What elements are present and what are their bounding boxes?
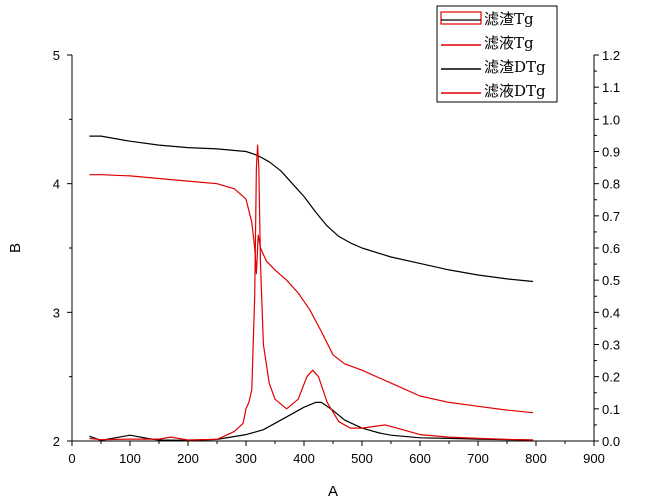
- y2-tick-label: 0.4: [602, 305, 620, 320]
- x-tick-label: 800: [525, 451, 547, 466]
- x-tick-label: 0: [68, 451, 75, 466]
- y2-tick-label: 0.8: [602, 177, 620, 192]
- x-tick-label: 900: [583, 451, 605, 466]
- y-axis-ticks: 2 3 4 5: [53, 48, 72, 449]
- y-tick-label: 5: [53, 48, 60, 63]
- x-tick-label: 300: [235, 451, 257, 466]
- y2-tick-label: 0.7: [602, 209, 620, 224]
- plot-frame: [71, 55, 595, 442]
- y2-tick-label: 0.5: [602, 273, 620, 288]
- legend-label: 滤渣DTg: [484, 58, 546, 76]
- legend-swatch-box: [440, 11, 482, 25]
- y2-axis-ticks: 0.0 0.1 0.2 0.3 0.4 0.5 0.6 0.7 0.8 0.9 1.0 1.1 1.2: [594, 48, 620, 449]
- y2-tick-label: 0.0: [602, 434, 620, 449]
- series-line-1: [89, 135, 534, 283]
- y2-tick-label: 0.2: [602, 370, 620, 385]
- y2-tick-label: 1.1: [602, 80, 620, 95]
- x-tick-label: 700: [467, 451, 489, 466]
- x-axis-title: A: [328, 483, 338, 500]
- legend-label: 滤渣Tg: [484, 10, 534, 28]
- series-line-4: [89, 144, 534, 441]
- x-axis-ticks: 0 100 200 300 400 500 600 700 800 900: [68, 441, 605, 466]
- legend-label: 滤液Tg: [484, 34, 534, 52]
- x-tick-label: 600: [409, 451, 431, 466]
- y2-tick-label: 0.3: [602, 338, 620, 353]
- series-line-3: [89, 401, 534, 441]
- y-tick-label: 2: [53, 434, 60, 449]
- series-line-2: [89, 174, 534, 414]
- series-layer: [89, 135, 534, 441]
- legend-label: 滤液DTg: [484, 82, 546, 100]
- y2-tick-label: 1.0: [602, 112, 620, 127]
- x-tick-label: 100: [119, 451, 141, 466]
- x-tick-label: 200: [177, 451, 199, 466]
- x-tick-label: 500: [351, 451, 373, 466]
- y-axis-title: B: [7, 243, 24, 253]
- y2-tick-label: 0.9: [602, 145, 620, 160]
- y2-tick-label: 0.1: [602, 402, 620, 417]
- y2-tick-label: 1.2: [602, 48, 620, 63]
- x-tick-label: 400: [293, 451, 315, 466]
- legend-box: [436, 5, 558, 103]
- y-tick-label: 3: [53, 305, 60, 320]
- y-tick-label: 4: [53, 177, 60, 192]
- legend: 滤渣Tg 滤液Tg 滤渣DTg 滤液DTg: [436, 5, 558, 103]
- y2-tick-label: 0.6: [602, 241, 620, 256]
